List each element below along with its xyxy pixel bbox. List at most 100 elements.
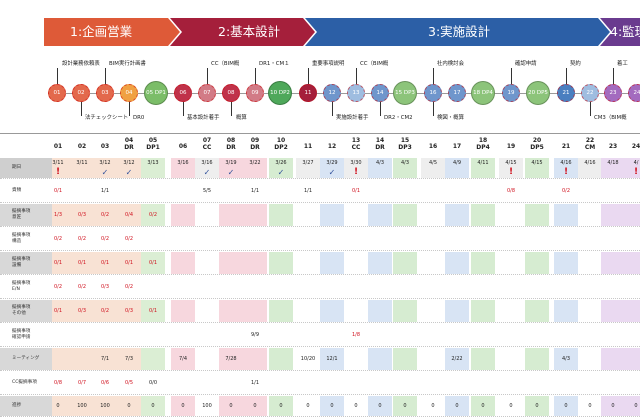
flow-node-11[interactable]: 11 [299,84,317,102]
column-header-21: 21 [561,143,571,150]
band-cell [296,348,320,370]
callout-design-request: 設計業務依頼表 [62,61,100,67]
flow-node-07[interactable]: 07 [198,84,216,102]
alert-icon: ! [563,167,569,177]
callout-cm3: CM3（BIM概 [594,115,627,121]
table-cell: 5/5 [202,188,212,194]
column-header-13: 13 CC [351,137,361,151]
band-cell [368,252,392,274]
band-cell [219,396,243,416]
band-cell [624,158,640,178]
date-cell: 4/11 [477,159,489,166]
band-cell [525,396,549,416]
column-header-10: 10 DP2 [274,137,288,151]
band-cell [171,204,195,226]
node-label: 18 DP4 [473,90,493,96]
flow-node-21[interactable]: 21 [557,84,575,102]
node-label: 22 [586,90,594,96]
band-cell [554,300,578,322]
row-divider [0,178,640,179]
column-header-15: 15 DP3 [398,137,412,151]
band-cell [499,396,523,416]
callout-line [433,68,434,84]
flow-node-16[interactable]: 16 [424,84,442,102]
flow-node-02[interactable]: 02 [72,84,90,102]
callout-confirmation-app: 確認申請 [515,61,537,67]
table-cell: 7/28 [225,356,237,362]
band-cell [269,204,293,226]
column-header-8: 08 DR [226,137,236,151]
flow-node-08[interactable]: 08 [222,84,240,102]
flow-node-01[interactable]: 01 [48,84,66,102]
flow-node-23[interactable]: 23 [604,84,622,102]
node-label: 08 [227,90,235,96]
band-cell [344,300,368,322]
date-cell: 3/16 [177,159,189,166]
date-cell: 3/16 [201,159,213,166]
band-cell [393,158,417,178]
flow-node-06[interactable]: 06 [174,84,192,102]
flow-node-03[interactable]: 03 [96,84,114,102]
row-label: ミーティング [0,348,52,370]
table-top-border [0,133,640,134]
band-cell [393,300,417,322]
band-cell [46,300,70,322]
column-header-6: 06 [178,143,188,150]
table-cell: 0/2 [148,212,158,218]
flow-node-09[interactable]: 09 [246,84,264,102]
table-cell: 0/2 [53,236,63,242]
band-cell [243,158,267,178]
table-cell: 0/4 [124,212,134,218]
table-cell: 0 [455,403,459,409]
flow-node-24[interactable]: 24 [628,84,640,102]
band-cell [46,348,70,370]
flow-node-14[interactable]: 14 [371,84,389,102]
alert-icon: ! [508,167,514,177]
band-cell [499,348,523,370]
band-cell [93,348,117,370]
flow-node-05[interactable]: 05 DP1 [144,81,168,105]
flow-node-20[interactable]: 20 DP5 [526,81,550,105]
date-cell: 4/9 [452,159,462,166]
table-cell: 0/2 [77,236,87,242]
flow-node-10[interactable]: 10 DP2 [268,81,292,105]
band-cell [499,300,523,322]
table-cell: 0/8 [53,380,63,386]
table-cell: 1/1 [100,188,110,194]
callout-line [105,68,106,84]
flow-node-15[interactable]: 15 DP3 [393,81,417,105]
flow-node-13[interactable]: 13 [347,84,365,102]
node-label: 23 [609,90,617,96]
column-header-11: 11 [303,143,313,150]
band-cell [269,396,293,416]
row-divider [0,250,640,251]
row-divider [0,298,640,299]
table-cell: 0/2 [124,284,134,290]
row-label: 擬摘事項 設備 [0,252,52,274]
band-cell [117,158,141,178]
flow-node-18[interactable]: 18 DP4 [471,81,495,105]
callout-dr2-cm2: DR2・CM2 [384,115,413,121]
flow-node-22[interactable]: 22 [581,84,599,102]
date-cell: 3/12 [123,159,135,166]
check-icon: ✓ [277,167,285,177]
flow-node-19[interactable]: 19 [502,84,520,102]
table-cell: 0 [481,403,485,409]
flow-node-12[interactable]: 12 [323,84,341,102]
node-label: 19 [507,90,515,96]
flow-node-17[interactable]: 17 [448,84,466,102]
flow-node-04[interactable]: 04 [120,84,138,102]
callout-line [183,102,184,116]
table-cell: 1/8 [351,332,361,338]
band-cell [219,252,243,274]
band-cell [499,158,523,178]
callout-dr1-cm1: DR1・CM１ [259,61,290,67]
band-cell [46,158,70,178]
band-cell [624,252,640,274]
table-cell: 0 [330,403,334,409]
band-cell [195,348,219,370]
callout-important-matters: 重要事項説明 [312,61,345,67]
table-cell: 0 [279,403,283,409]
